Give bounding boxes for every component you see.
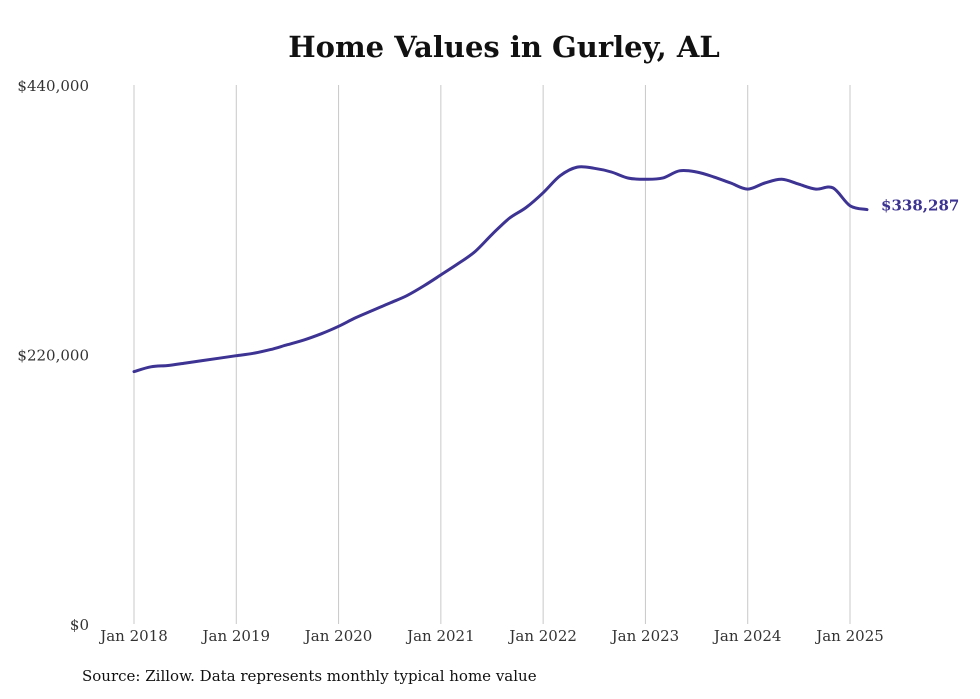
series-line xyxy=(132,165,869,374)
y-tick-label: $0 xyxy=(70,616,89,634)
series-layer: $338,287 xyxy=(132,165,959,374)
x-axis-ticks: Jan 2018 Jan 2019 Jan 2020 Jan 2021 Jan 2022… xyxy=(98,627,884,645)
y-tick-label: $440,000 xyxy=(17,77,89,95)
chart-title: Home Values in Gurley, AL xyxy=(288,30,720,64)
x-tick-label: Jan 2024 xyxy=(712,627,782,645)
y-axis-ticks: $0 $220,000 $440,000 xyxy=(17,77,89,634)
x-tick-label: Jan 2023 xyxy=(610,627,680,645)
x-tick-label: Jan 2025 xyxy=(814,627,884,645)
y-tick-label: $220,000 xyxy=(17,347,89,365)
source-note: Source: Zillow. Data represents monthly … xyxy=(82,667,537,685)
x-tick-label: Jan 2018 xyxy=(98,627,168,645)
series-end-label: $338,287 xyxy=(881,197,959,215)
x-tick-label: Jan 2021 xyxy=(405,627,475,645)
x-tick-label: Jan 2020 xyxy=(303,627,373,645)
x-tick-label: Jan 2019 xyxy=(201,627,271,645)
x-tick-label: Jan 2022 xyxy=(507,627,577,645)
